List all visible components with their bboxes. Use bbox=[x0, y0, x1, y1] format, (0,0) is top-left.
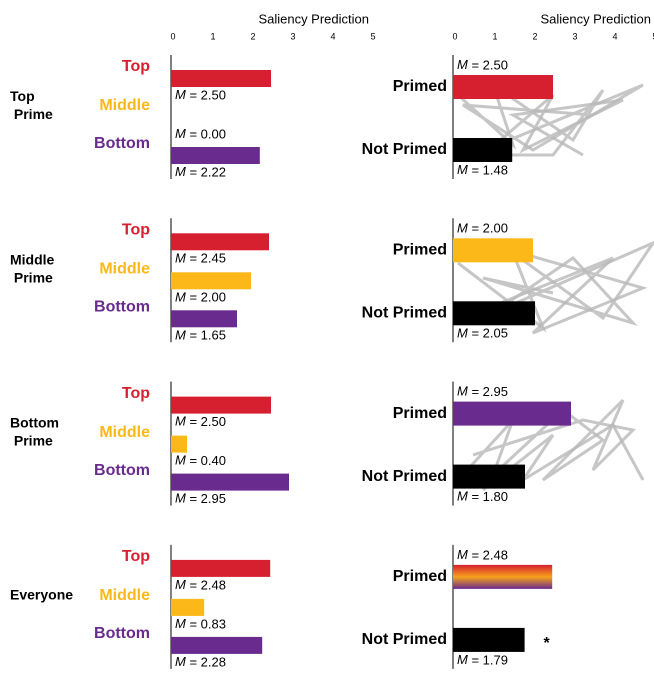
bar bbox=[453, 238, 533, 263]
gaze-path bbox=[462, 246, 648, 335]
bar bbox=[171, 70, 271, 87]
bar bbox=[171, 147, 260, 164]
bar bbox=[453, 464, 525, 489]
group-label: Top Prime bbox=[10, 88, 53, 122]
x-tick-label: 2 bbox=[250, 31, 255, 41]
value-label: M = 2.50 bbox=[175, 414, 226, 429]
value-label: M = 0.00 bbox=[175, 126, 226, 141]
category-label: Not Primed bbox=[362, 468, 447, 485]
category-label: Primed bbox=[393, 78, 447, 95]
bar bbox=[171, 473, 289, 491]
value-label: M = 2.50 bbox=[457, 57, 508, 72]
bar bbox=[171, 598, 205, 616]
bar bbox=[453, 401, 571, 426]
group-label: Bottom Prime bbox=[10, 414, 59, 448]
category-label: Middle bbox=[99, 424, 150, 441]
value-label: M = 1.65 bbox=[175, 328, 226, 343]
bar bbox=[171, 233, 269, 251]
group-label: Middle Prime bbox=[10, 251, 55, 285]
value-label: M = 0.40 bbox=[175, 453, 226, 468]
value-label: M = 2.28 bbox=[175, 654, 226, 669]
x-tick-label: 1 bbox=[492, 31, 497, 41]
bar bbox=[453, 75, 553, 99]
category-label: Not Primed bbox=[362, 631, 447, 648]
x-tick-label: 2 bbox=[532, 31, 537, 41]
x-tick-label: 3 bbox=[290, 31, 295, 41]
category-label: Bottom bbox=[94, 299, 150, 316]
value-label: M = 2.50 bbox=[175, 87, 226, 102]
value-label: M = 2.48 bbox=[457, 547, 508, 562]
category-label: Top bbox=[122, 58, 150, 75]
bar bbox=[171, 435, 187, 453]
category-label: Bottom bbox=[94, 135, 150, 152]
x-tick-label: 4 bbox=[612, 31, 617, 41]
category-label: Primed bbox=[393, 568, 447, 585]
value-label: M = 1.79 bbox=[457, 652, 508, 667]
category-label: Bottom bbox=[94, 625, 150, 642]
category-label: Top bbox=[122, 548, 150, 565]
category-label: Middle bbox=[99, 587, 150, 604]
value-label: M = 2.95 bbox=[457, 384, 508, 399]
bar bbox=[171, 310, 237, 328]
bar bbox=[453, 627, 525, 652]
category-label: Not Primed bbox=[362, 141, 447, 158]
value-label: M = 2.00 bbox=[175, 290, 226, 305]
gaze-path bbox=[456, 398, 637, 482]
category-label: Middle bbox=[99, 261, 150, 278]
value-label: M = 2.95 bbox=[175, 491, 226, 506]
gaze-path bbox=[456, 81, 644, 157]
x-tick-label: 0 bbox=[170, 31, 175, 41]
value-label: M = 1.80 bbox=[457, 489, 508, 504]
category-label: Middle bbox=[99, 97, 150, 114]
annotation: * bbox=[543, 635, 550, 652]
bar bbox=[171, 272, 251, 290]
category-label: Primed bbox=[393, 242, 447, 259]
x-axis-title: Saliency Prediction bbox=[540, 11, 651, 26]
value-label: M = 2.22 bbox=[175, 164, 226, 179]
x-tick-label: 4 bbox=[330, 31, 335, 41]
value-label: M = 0.83 bbox=[175, 616, 226, 631]
category-label: Top bbox=[122, 385, 150, 402]
x-tick-label: 5 bbox=[652, 31, 654, 41]
bar bbox=[171, 559, 271, 577]
bar bbox=[171, 396, 271, 414]
bar bbox=[171, 636, 263, 654]
gaze-path bbox=[482, 93, 624, 157]
x-tick-label: 1 bbox=[210, 31, 215, 41]
value-label: M = 2.48 bbox=[175, 577, 226, 592]
group-label: Everyone bbox=[10, 587, 73, 603]
category-label: Primed bbox=[393, 405, 447, 422]
bar bbox=[453, 138, 513, 162]
category-label: Top bbox=[122, 222, 150, 239]
value-label: M = 2.00 bbox=[457, 221, 508, 236]
category-label: Not Primed bbox=[362, 305, 447, 322]
value-label: M = 1.48 bbox=[457, 162, 508, 177]
bar bbox=[453, 301, 535, 326]
value-label: M = 2.05 bbox=[457, 326, 508, 341]
category-label: Bottom bbox=[94, 462, 150, 479]
x-axis-title: Saliency Prediction bbox=[258, 11, 369, 26]
bar bbox=[453, 564, 553, 589]
x-tick-label: 3 bbox=[572, 31, 577, 41]
value-label: M = 2.45 bbox=[175, 251, 226, 266]
x-tick-label: 0 bbox=[452, 31, 457, 41]
x-tick-label: 5 bbox=[370, 31, 375, 41]
